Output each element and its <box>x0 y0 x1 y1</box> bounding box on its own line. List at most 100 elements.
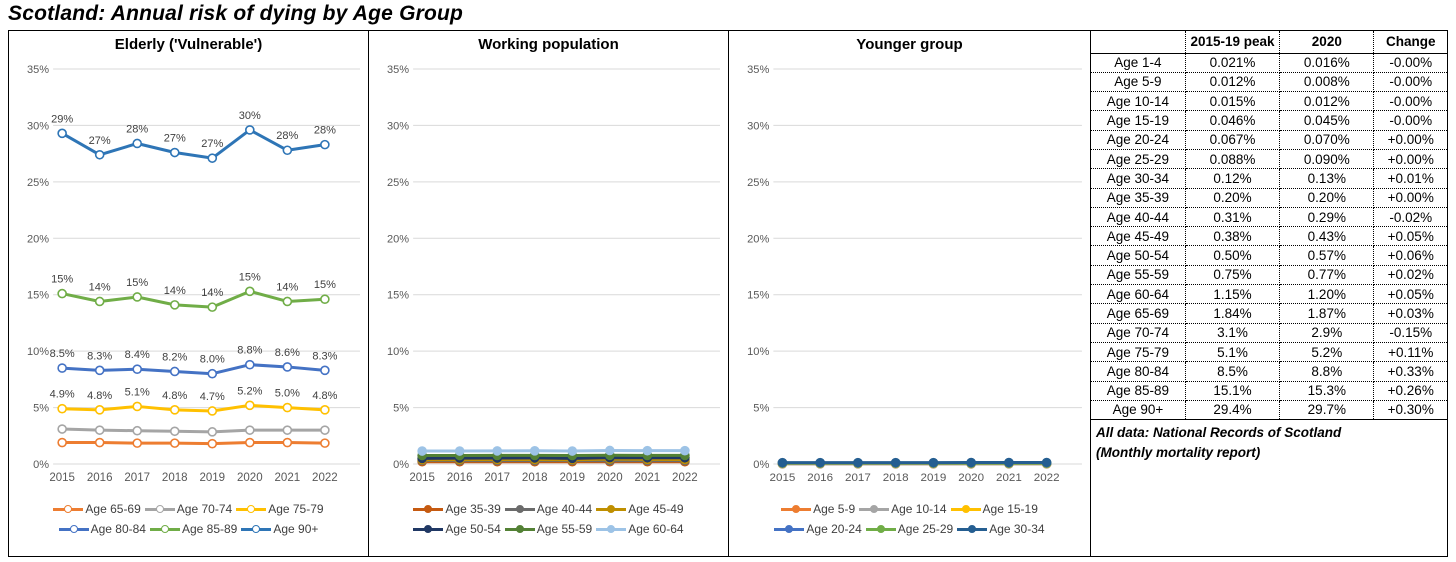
legend-label: Age 15-19 <box>982 502 1038 516</box>
table-cell: 8.8% <box>1279 361 1375 382</box>
table-cell: -0.00% <box>1373 71 1447 93</box>
data-point-marker <box>454 446 465 456</box>
legend-marker-icon <box>504 524 535 534</box>
table-cell: 1.87% <box>1279 303 1375 324</box>
x-axis-tick-label: 2019 <box>921 472 947 484</box>
legend-marker-icon <box>596 504 627 514</box>
data-label: 8.3% <box>87 350 112 362</box>
data-label: 14% <box>164 285 186 297</box>
legend-label: Age 30-34 <box>989 522 1045 536</box>
legend-label: Age 60-64 <box>628 522 684 536</box>
legend-row: Age 65-69 Age 70-74 Age 75-79 <box>53 502 324 516</box>
table-cell: 1.84% <box>1184 303 1281 324</box>
table-cell: 8.5% <box>1184 361 1281 382</box>
table-cell: 15.3% <box>1279 380 1375 401</box>
data-point-marker <box>245 400 255 411</box>
legend-row: Age 5-9 Age 10-14 Age 15-19 <box>781 502 1038 516</box>
legend-item: Age 15-19 <box>950 502 1038 516</box>
data-point-marker <box>94 437 105 448</box>
footnote-line-2: (Monthly mortality report) <box>1096 444 1261 460</box>
table-cell: Age 70-74 <box>1091 322 1186 343</box>
page-title: Scotland: Annual risk of dying by Age Gr… <box>8 2 464 25</box>
y-axis-tick-label: 5% <box>753 403 769 415</box>
legend-label: Age 80-84 <box>90 522 146 536</box>
data-point-marker <box>320 294 330 305</box>
data-label: 28% <box>126 123 148 135</box>
legend-item: Age 20-24 <box>774 522 862 536</box>
chart-panel-younger: Younger group 0% 5% 10% 15% 20% 25% 30% 35% 2015… <box>729 31 1091 556</box>
table-cell: 0.012% <box>1184 71 1281 93</box>
table-cell: 0.090% <box>1279 148 1375 170</box>
table-cell: -0.00% <box>1373 52 1447 73</box>
table-cell: 0.015% <box>1184 91 1281 112</box>
legend-label: Age 20-24 <box>806 522 862 536</box>
data-point-marker <box>132 138 143 149</box>
data-point-marker <box>1004 457 1014 468</box>
table-cell: 0.43% <box>1279 226 1375 247</box>
data-point-marker <box>890 457 901 468</box>
table-row: Age 40-44 0.31% 0.29% -0.02% <box>1091 206 1447 228</box>
y-axis-tick-label: 0% <box>393 459 409 471</box>
data-point-marker <box>1041 457 1052 468</box>
legend-item: Age 45-49 <box>596 502 684 516</box>
data-point-marker <box>94 405 105 415</box>
table-cell: Age 25-29 <box>1091 148 1186 170</box>
table-cell: Age 15-19 <box>1091 110 1186 131</box>
data-point-marker <box>169 366 180 377</box>
data-label: 4.9% <box>50 389 75 401</box>
legend-label: Age 90+ <box>273 522 319 536</box>
table-cell: 1.15% <box>1184 284 1281 305</box>
legend-younger: Age 5-9 Age 10-14 Age 15-19 Age 20-24 Age 25… <box>729 500 1090 536</box>
legend-label: Age 25-29 <box>897 522 954 536</box>
table-cell: 0.046% <box>1184 110 1281 131</box>
data-point-marker <box>169 426 180 437</box>
table-row: Age 45-49 0.38% 0.43% +0.05% <box>1091 226 1447 247</box>
data-point-marker <box>169 438 180 448</box>
series-line <box>60 403 327 413</box>
table-cell: 15.1% <box>1184 380 1281 401</box>
table-cell: +0.06% <box>1373 245 1447 266</box>
y-axis-tick-label: 15% <box>387 290 409 302</box>
table-cell: Age 30-34 <box>1091 168 1186 189</box>
table-cell: Age 85-89 <box>1091 380 1186 401</box>
data-label: 14% <box>201 287 223 299</box>
table-row: Age 1-4 0.021% 0.016% -0.00% <box>1091 52 1447 73</box>
data-label: 27% <box>201 138 223 150</box>
legend-dot <box>247 504 256 513</box>
stats-table: 2015-19 peak 2020 Change Age 1-4 0.021% 0.… <box>1091 31 1447 421</box>
table-cell: 0.012% <box>1279 91 1375 112</box>
data-point-marker <box>245 286 255 297</box>
data-point-marker <box>567 446 578 456</box>
x-axis-tick-label: 2022 <box>312 472 338 484</box>
table-cell: 29.4% <box>1184 399 1281 421</box>
table-row: Age 70-74 3.1% 2.9% -0.15% <box>1091 322 1447 343</box>
data-point-marker <box>169 147 180 158</box>
legend-marker-icon <box>58 524 89 534</box>
data-point-marker <box>815 457 826 468</box>
table-row: Age 75-79 5.1% 5.2% +0.11% <box>1091 341 1447 363</box>
data-point-marker <box>169 405 180 415</box>
table-cell: +0.02% <box>1373 264 1447 286</box>
table-cell: 1.20% <box>1279 284 1375 305</box>
table-cell: 0.31% <box>1184 206 1281 228</box>
legend-item: Age 90+ <box>241 522 318 536</box>
table-cell: Age 20-24 <box>1091 129 1186 150</box>
legend-dot <box>155 504 164 513</box>
chart-title-working: Working population <box>478 36 619 53</box>
table-body: Age 1-4 0.021% 0.016% -0.00% Age 5-9 0.012% 0.… <box>1091 52 1447 421</box>
table-cell: 0.12% <box>1184 168 1281 189</box>
table-cell: 0.070% <box>1279 129 1375 150</box>
data-point-marker <box>245 425 255 435</box>
legend-marker-icon <box>53 504 84 514</box>
legend-label: Age 10-14 <box>891 502 947 516</box>
legend-dot <box>515 524 524 533</box>
legend-label: Age 70-74 <box>176 502 233 516</box>
legend-item: Age 35-39 <box>413 502 501 516</box>
table-cell: 0.20% <box>1279 187 1375 208</box>
x-axis-tick-label: 2015 <box>770 472 796 484</box>
legend-marker-icon <box>504 504 535 514</box>
data-label: 30% <box>239 110 261 122</box>
table-cell: -0.00% <box>1373 110 1447 131</box>
table-cell: 0.50% <box>1184 245 1281 266</box>
table-row: Age 85-89 15.1% 15.3% +0.26% <box>1091 380 1447 401</box>
